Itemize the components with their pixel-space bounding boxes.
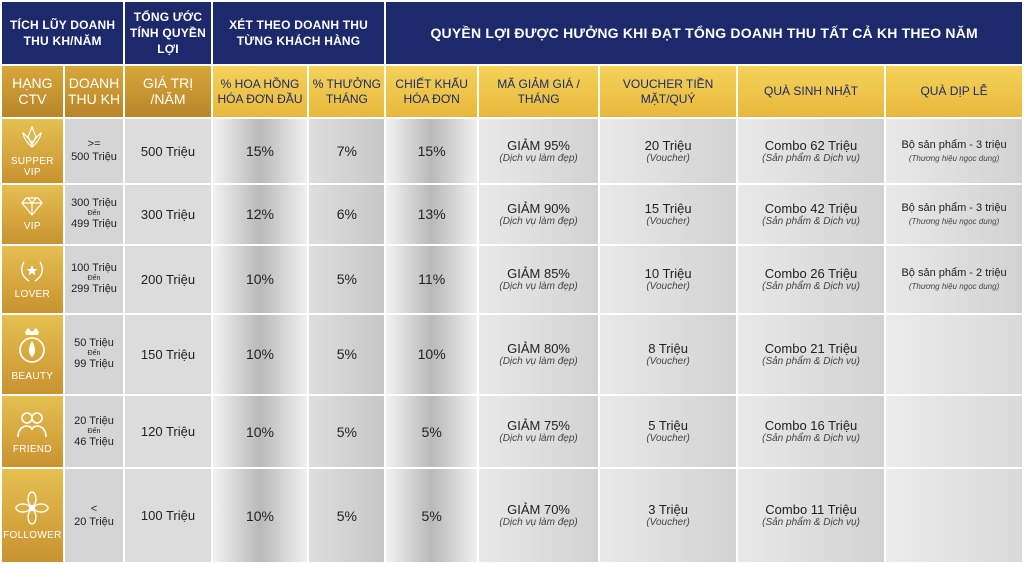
subheader-birthday-gift: QUÀ SINH NHẬT	[738, 66, 885, 117]
invoice-discount-cell: 13%	[386, 185, 477, 244]
tier-cell: LOVER	[2, 245, 63, 314]
invoice-discount-cell: 11%	[386, 245, 477, 314]
crown-drop-icon	[2, 326, 63, 369]
birthday-cell: Combo 62 Triệu (Sản phẩm & Dịch vụ)	[738, 118, 885, 184]
holiday-cell: Bộ sản phẩm - 3 triệu (Thương hiệu ngọc d…	[886, 118, 1022, 184]
value-cell: 150 Triệu	[125, 315, 211, 394]
monthly-bonus-cell: 5%	[309, 469, 385, 562]
revenue-cell: 20 Triệu Đến 46 Triệu	[64, 395, 124, 468]
table-row: VIP 300 Triệu Đến 499 Triệu 300 Triệu 12% …	[2, 185, 1022, 244]
invoice-discount-cell: 5%	[386, 395, 477, 468]
holiday-cell	[886, 395, 1022, 468]
header-accumulate: TÍCH LŨY DOANH THU KH/NĂM	[2, 2, 124, 65]
revenue-cell: >= 500 Triệu	[64, 118, 124, 184]
lotus-crown-icon	[2, 124, 63, 154]
subheader-monthly-bonus: % THƯỞNG THÁNG	[309, 66, 385, 117]
revenue-cell: 50 Triệu Đến 99 Triệu	[64, 315, 124, 394]
subheader-discount-code: MÃ GIẢM GIÁ / THÁNG	[478, 66, 599, 117]
revenue-cell: 100 Triệu Đến 299 Triệu	[64, 245, 124, 314]
value-cell: 500 Triệu	[125, 118, 211, 184]
people-icon	[2, 409, 63, 442]
subheader-cash-voucher: VOUCHER TIỀN MẶT/QUÝ	[600, 66, 736, 117]
invoice-discount-cell: 5%	[386, 469, 477, 562]
voucher-cell: 8 Triệu (Voucher)	[600, 315, 736, 394]
tier-cell: FRIEND	[2, 395, 63, 468]
diamond-icon	[2, 196, 63, 219]
monthly-bonus-cell: 7%	[309, 118, 385, 184]
table-row: FRIEND 20 Triệu Đến 46 Triệu 120 Triệu 10%…	[2, 395, 1022, 468]
table-row: BEAUTY 50 Triệu Đến 99 Triệu 150 Triệu 10%…	[2, 315, 1022, 394]
tier-cell: VIP	[2, 185, 63, 244]
discount-cell: GIẢM 90% (Dịch vụ làm đẹp)	[478, 185, 599, 244]
revenue-cell: 300 Triệu Đến 499 Triệu	[64, 185, 124, 244]
table-row: LOVER 100 Triệu Đến 299 Triệu 200 Triệu 10…	[2, 245, 1022, 314]
voucher-cell: 10 Triệu (Voucher)	[600, 245, 736, 314]
laurel-star-icon	[2, 258, 63, 287]
birthday-cell: Combo 42 Triệu (Sản phẩm & Dịch vụ)	[738, 185, 885, 244]
subheader-value: GIÁ TRỊ /NĂM	[125, 66, 211, 117]
holiday-cell	[886, 469, 1022, 562]
birthday-cell: Combo 21 Triệu (Sản phẩm & Dịch vụ)	[738, 315, 885, 394]
discount-cell: GIẢM 75% (Dịch vụ làm đẹp)	[478, 395, 599, 468]
holiday-cell: Bộ sản phẩm - 2 triệu (Thương hiệu ngọc d…	[886, 245, 1022, 314]
invoice-discount-cell: 15%	[386, 118, 477, 184]
table-row: SUPPER VIP >= 500 Triệu 500 Triệu 15% 7% …	[2, 118, 1022, 184]
subheader-revenue: DOANH THU KH	[64, 66, 124, 117]
holiday-cell: Bộ sản phẩm - 3 triệu (Thương hiệu ngọc d…	[886, 185, 1022, 244]
value-cell: 200 Triệu	[125, 245, 211, 314]
subheader-tier: HẠNG CTV	[2, 66, 63, 117]
monthly-bonus-cell: 5%	[309, 245, 385, 314]
tier-cell: SUPPER VIP	[2, 118, 63, 184]
first-commission-cell: 10%	[212, 395, 308, 468]
monthly-bonus-cell: 5%	[309, 315, 385, 394]
revenue-cell: <20 Triệu	[64, 469, 124, 562]
value-cell: 300 Triệu	[125, 185, 211, 244]
value-cell: 120 Triệu	[125, 395, 211, 468]
first-commission-cell: 15%	[212, 118, 308, 184]
subheader-invoice-discount: CHIẾT KHẤU HÓA ĐƠN	[386, 66, 477, 117]
discount-cell: GIẢM 70% (Dịch vụ làm đẹp)	[478, 469, 599, 562]
header-estimate: TỔNG ƯỚC TÍNH QUYỀN LỢI	[125, 2, 211, 65]
subheader-holiday-gift: QUÀ DỊP LỄ	[886, 66, 1022, 117]
first-commission-cell: 10%	[212, 315, 308, 394]
discount-cell: GIẢM 95% (Dịch vụ làm đẹp)	[478, 118, 599, 184]
holiday-cell	[886, 315, 1022, 394]
first-commission-cell: 10%	[212, 245, 308, 314]
voucher-cell: 3 Triệu (Voucher)	[600, 469, 736, 562]
monthly-bonus-cell: 5%	[309, 395, 385, 468]
subheader-first-commission: % HOA HỒNG HÓA ĐƠN ĐẦU	[212, 66, 308, 117]
voucher-cell: 20 Triệu (Voucher)	[600, 118, 736, 184]
first-commission-cell: 12%	[212, 185, 308, 244]
voucher-cell: 5 Triệu (Voucher)	[600, 395, 736, 468]
table-row: FOLLOWER <20 Triệu 100 Triệu 10% 5% 5% G…	[2, 469, 1022, 562]
first-commission-cell: 10%	[212, 469, 308, 562]
invoice-discount-cell: 10%	[386, 315, 477, 394]
tier-cell: FOLLOWER	[2, 469, 63, 562]
discount-cell: GIẢM 80% (Dịch vụ làm đẹp)	[478, 315, 599, 394]
flower-icon	[2, 490, 63, 528]
header-benefits: QUYỀN LỢI ĐƯỢC HƯỞNG KHI ĐẠT TỔNG DOANH …	[386, 2, 1022, 65]
voucher-cell: 15 Triệu (Voucher)	[600, 185, 736, 244]
header-by-customer: XÉT THEO DOANH THU TỪNG KHÁCH HÀNG	[212, 2, 385, 65]
monthly-bonus-cell: 6%	[309, 185, 385, 244]
discount-cell: GIẢM 85% (Dịch vụ làm đẹp)	[478, 245, 599, 314]
value-cell: 100 Triệu	[125, 469, 211, 562]
birthday-cell: Combo 16 Triệu (Sản phẩm & Dịch vụ)	[738, 395, 885, 468]
birthday-cell: Combo 26 Triệu (Sản phẩm & Dịch vụ)	[738, 245, 885, 314]
birthday-cell: Combo 11 Triệu (Sản phẩm & Dịch vụ)	[738, 469, 885, 562]
tier-cell: BEAUTY	[2, 315, 63, 394]
